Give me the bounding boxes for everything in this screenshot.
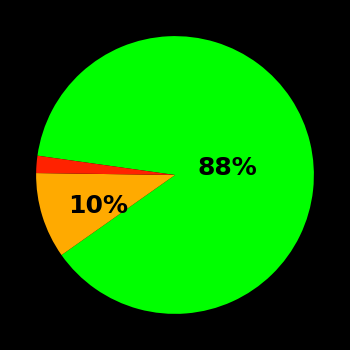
- Text: 10%: 10%: [69, 194, 128, 218]
- Wedge shape: [36, 156, 175, 175]
- Text: 88%: 88%: [198, 156, 258, 180]
- Wedge shape: [36, 173, 175, 255]
- Wedge shape: [37, 36, 314, 314]
